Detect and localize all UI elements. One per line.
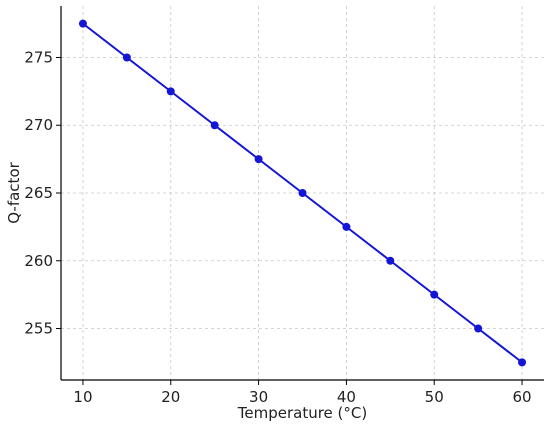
x-tick-label: 40 xyxy=(337,388,356,406)
x-tick-label: 30 xyxy=(249,388,268,406)
x-tick-label: 50 xyxy=(425,388,444,406)
data-point xyxy=(254,155,263,164)
x-axis-title: Temperature (°C) xyxy=(237,404,367,422)
y-tick-label: 265 xyxy=(24,184,53,202)
data-point xyxy=(342,222,351,231)
data-point xyxy=(78,19,87,28)
data-point xyxy=(518,358,527,367)
data-point xyxy=(166,87,175,96)
data-point xyxy=(474,324,483,333)
data-point xyxy=(298,189,307,197)
ticks: 10 20 30 40 50 60 255 260 265 270 275 xyxy=(24,48,531,406)
data-point xyxy=(386,256,395,265)
y-tick-label: 260 xyxy=(24,252,53,270)
y-axis-title: Q-factor xyxy=(5,161,23,223)
y-tick-label: 255 xyxy=(24,320,53,338)
data-point xyxy=(210,121,219,130)
grid xyxy=(61,6,544,380)
series xyxy=(78,19,527,367)
y-tick-label: 275 xyxy=(24,48,53,66)
data-point xyxy=(430,290,439,299)
x-tick-label: 20 xyxy=(161,388,180,406)
x-tick-label: 60 xyxy=(512,388,531,406)
data-point xyxy=(122,53,131,62)
x-tick-label: 10 xyxy=(73,388,92,406)
y-tick-label: 270 xyxy=(24,116,53,134)
